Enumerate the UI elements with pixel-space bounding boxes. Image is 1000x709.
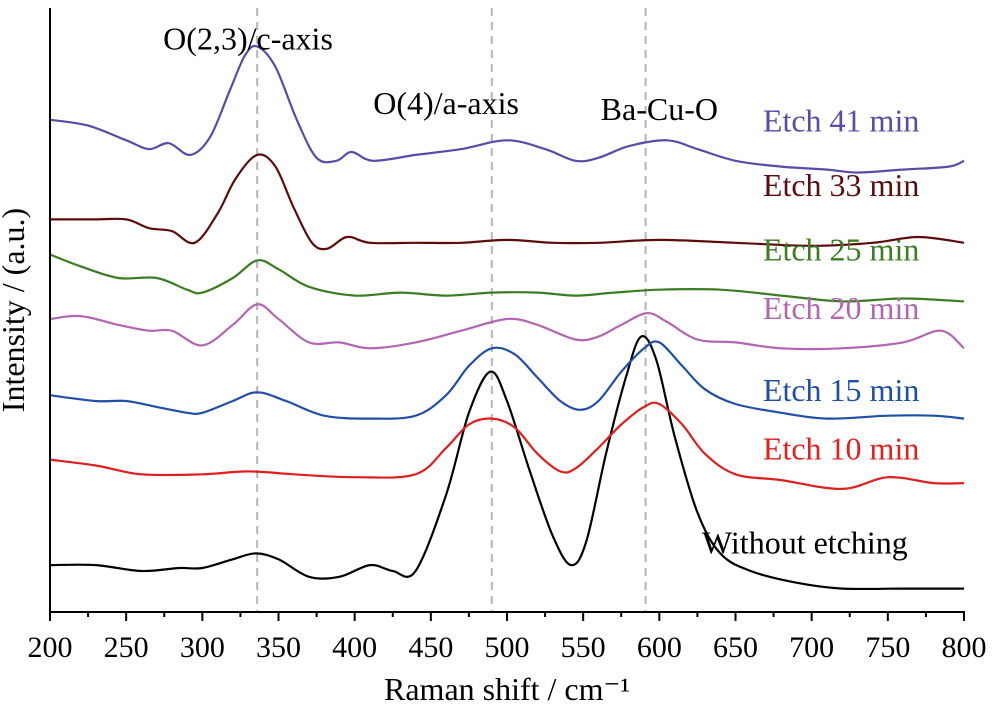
x-tick-label: 500 [485, 631, 530, 664]
x-tick-label: 600 [637, 631, 682, 664]
x-tick-label: 300 [180, 631, 225, 664]
series-label-etch-33-min: Etch 33 min [763, 167, 919, 203]
series-line-etch-25-min [49, 253, 965, 303]
x-tick-label: 250 [104, 631, 149, 664]
x-tick-label: 750 [865, 631, 910, 664]
x-tick-label: 650 [713, 631, 758, 664]
x-tick-label: 550 [561, 631, 606, 664]
x-tick-label: 700 [789, 631, 834, 664]
series-labels: Etch 41 min Etch 33 min Etch 25 min Etch 20… [702, 102, 919, 560]
annotation-o-4-a-axis: O(4)/a-axis [373, 85, 519, 121]
x-tick-label: 800 [942, 631, 987, 664]
annotations: O(2,3)/c-axis O(4)/a-axis Ba-Cu-O [163, 20, 718, 126]
series-line-etch-33-min [49, 153, 965, 251]
series-label-etch-20-min: Etch 20 min [763, 290, 919, 326]
x-tick-label: 350 [256, 631, 301, 664]
series-line-without-etching [49, 335, 964, 591]
annotation-o-2-3-c-axis: O(2,3)/c-axis [163, 20, 333, 56]
series-line-etch-15-min [49, 340, 965, 420]
x-tick-label: 200 [28, 631, 73, 664]
y-axis-title: Intensity / (a.u.) [0, 208, 31, 412]
series-line-etch-20-min [49, 303, 965, 351]
series-label-without-etching: Without etching [702, 524, 908, 560]
x-axis-title: Raman shift / cm⁻¹ [384, 671, 630, 707]
reference-lines [256, 8, 647, 612]
series-label-etch-41-min: Etch 41 min [763, 102, 919, 138]
series-line-etch-41-min [49, 44, 965, 174]
annotation-ba-cu-o: Ba-Cu-O [601, 91, 718, 127]
x-tick-label: 450 [408, 631, 453, 664]
series-line-etch-10-min [49, 401, 965, 491]
series-label-etch-25-min: Etch 25 min [763, 231, 919, 267]
series-label-etch-10-min: Etch 10 min [763, 431, 919, 467]
x-ticks: 200 250 300 350 400 450 500 550 600 650 700 750 800 [28, 612, 987, 664]
series-group [49, 44, 965, 591]
series-label-etch-15-min: Etch 15 min [763, 372, 919, 408]
x-tick-label: 400 [332, 631, 377, 664]
